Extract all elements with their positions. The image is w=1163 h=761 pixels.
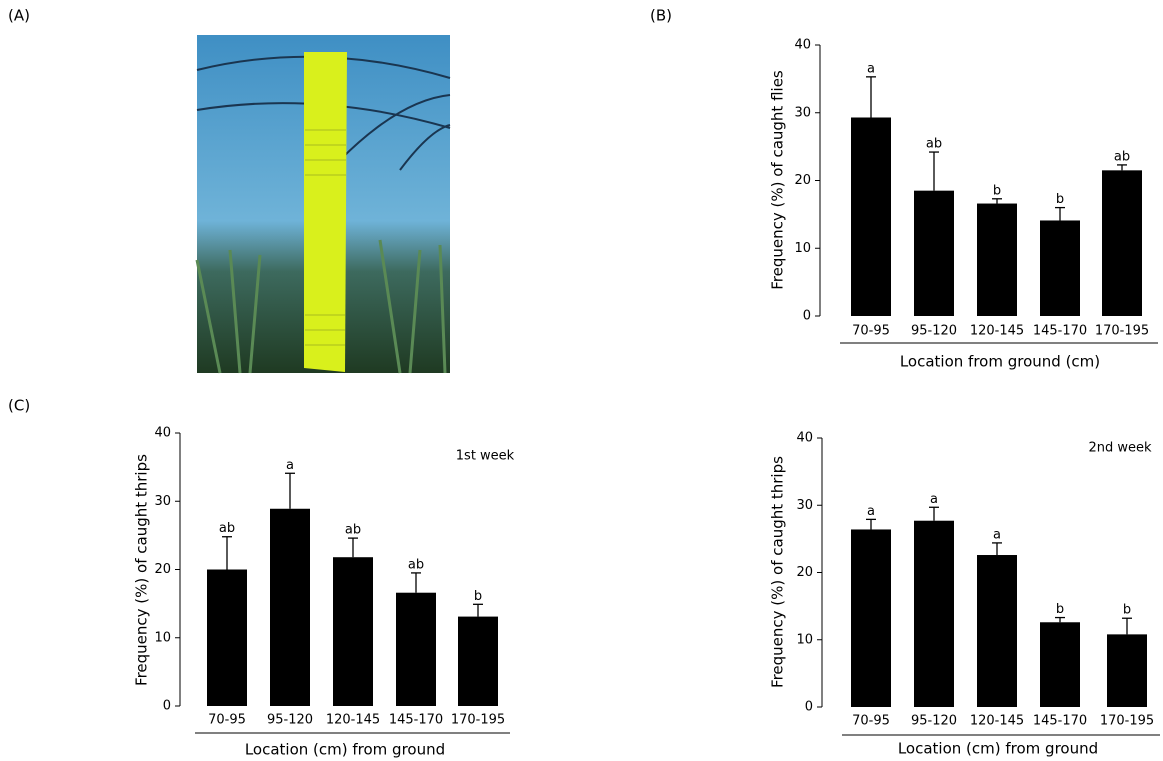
significance-letter: b <box>1056 192 1064 207</box>
x-tick-label: 120-145 <box>326 713 380 728</box>
x-tick-label: 145-170 <box>1033 714 1087 729</box>
y-tick-label: 10 <box>154 630 171 645</box>
significance-letter: a <box>867 61 875 76</box>
x-tick-label: 170-195 <box>1095 324 1149 339</box>
x-tick-label: 95-120 <box>911 714 957 729</box>
significance-letter: ab <box>408 557 424 572</box>
y-tick-label: 20 <box>794 173 811 188</box>
panel-label: (C) <box>8 397 30 415</box>
significance-letter: b <box>474 589 482 604</box>
x-tick-label: 70-95 <box>852 714 890 729</box>
x-tick-label: 95-120 <box>911 324 957 339</box>
x-tick-label: 95-120 <box>267 713 313 728</box>
x-tick-label: 145-170 <box>1033 324 1087 339</box>
bar <box>977 555 1017 707</box>
panel-label: (B) <box>650 7 672 25</box>
significance-letter: ab <box>345 523 361 538</box>
y-tick-label: 40 <box>794 38 811 53</box>
y-tick-label: 10 <box>794 241 811 256</box>
bar <box>851 117 891 317</box>
annotation: 1st week <box>456 449 515 464</box>
significance-letter: ab <box>219 521 235 536</box>
bar <box>914 190 954 316</box>
bar <box>1107 634 1147 707</box>
x-axis-label: Location from ground (cm) <box>900 353 1100 371</box>
significance-letter: b <box>993 183 1001 198</box>
bar <box>851 529 891 707</box>
y-axis-label: Frequency (%) of caught thrips <box>133 454 151 686</box>
y-tick-label: 30 <box>154 494 171 509</box>
x-tick-label: 120-145 <box>970 714 1024 729</box>
significance-letter: a <box>867 504 875 519</box>
significance-letter: ab <box>926 137 942 152</box>
x-tick-label: 170-195 <box>451 713 505 728</box>
x-axis-label: Location (cm) from ground <box>245 741 445 759</box>
significance-letter: b <box>1123 603 1131 618</box>
bar <box>914 520 954 707</box>
bar <box>1040 220 1080 316</box>
bar <box>1040 622 1080 707</box>
bar <box>396 592 436 706</box>
panel-label: (A) <box>8 7 30 25</box>
y-tick-label: 30 <box>796 498 813 513</box>
bar <box>977 203 1017 316</box>
y-tick-label: 0 <box>805 700 813 715</box>
bar <box>458 616 498 706</box>
y-tick-label: 20 <box>796 565 813 580</box>
bar <box>207 569 247 706</box>
x-tick-label: 170-195 <box>1100 714 1154 729</box>
bar <box>333 557 373 706</box>
y-tick-label: 40 <box>154 426 171 441</box>
x-tick-label: 70-95 <box>208 713 246 728</box>
significance-letter: ab <box>1114 149 1130 164</box>
y-tick-label: 0 <box>803 309 811 324</box>
bar <box>270 508 310 706</box>
significance-letter: b <box>1056 602 1064 617</box>
y-axis-label: Frequency (%) of caught flies <box>769 70 787 290</box>
x-tick-label: 145-170 <box>389 713 443 728</box>
x-tick-label: 70-95 <box>852 324 890 339</box>
significance-letter: a <box>993 527 1001 542</box>
y-tick-label: 40 <box>796 431 813 446</box>
annotation: 2nd week <box>1088 441 1152 456</box>
y-tick-label: 0 <box>163 699 171 714</box>
significance-letter: a <box>930 492 938 507</box>
x-axis-label: Location (cm) from ground <box>898 740 1098 758</box>
photo <box>195 35 451 374</box>
y-tick-label: 30 <box>794 105 811 120</box>
y-tick-label: 10 <box>796 632 813 647</box>
bar <box>1102 170 1142 316</box>
x-tick-label: 120-145 <box>970 324 1024 339</box>
y-axis-label: Frequency (%) of caught thrips <box>769 456 787 688</box>
significance-letter: a <box>286 458 294 473</box>
y-tick-label: 20 <box>154 562 171 577</box>
